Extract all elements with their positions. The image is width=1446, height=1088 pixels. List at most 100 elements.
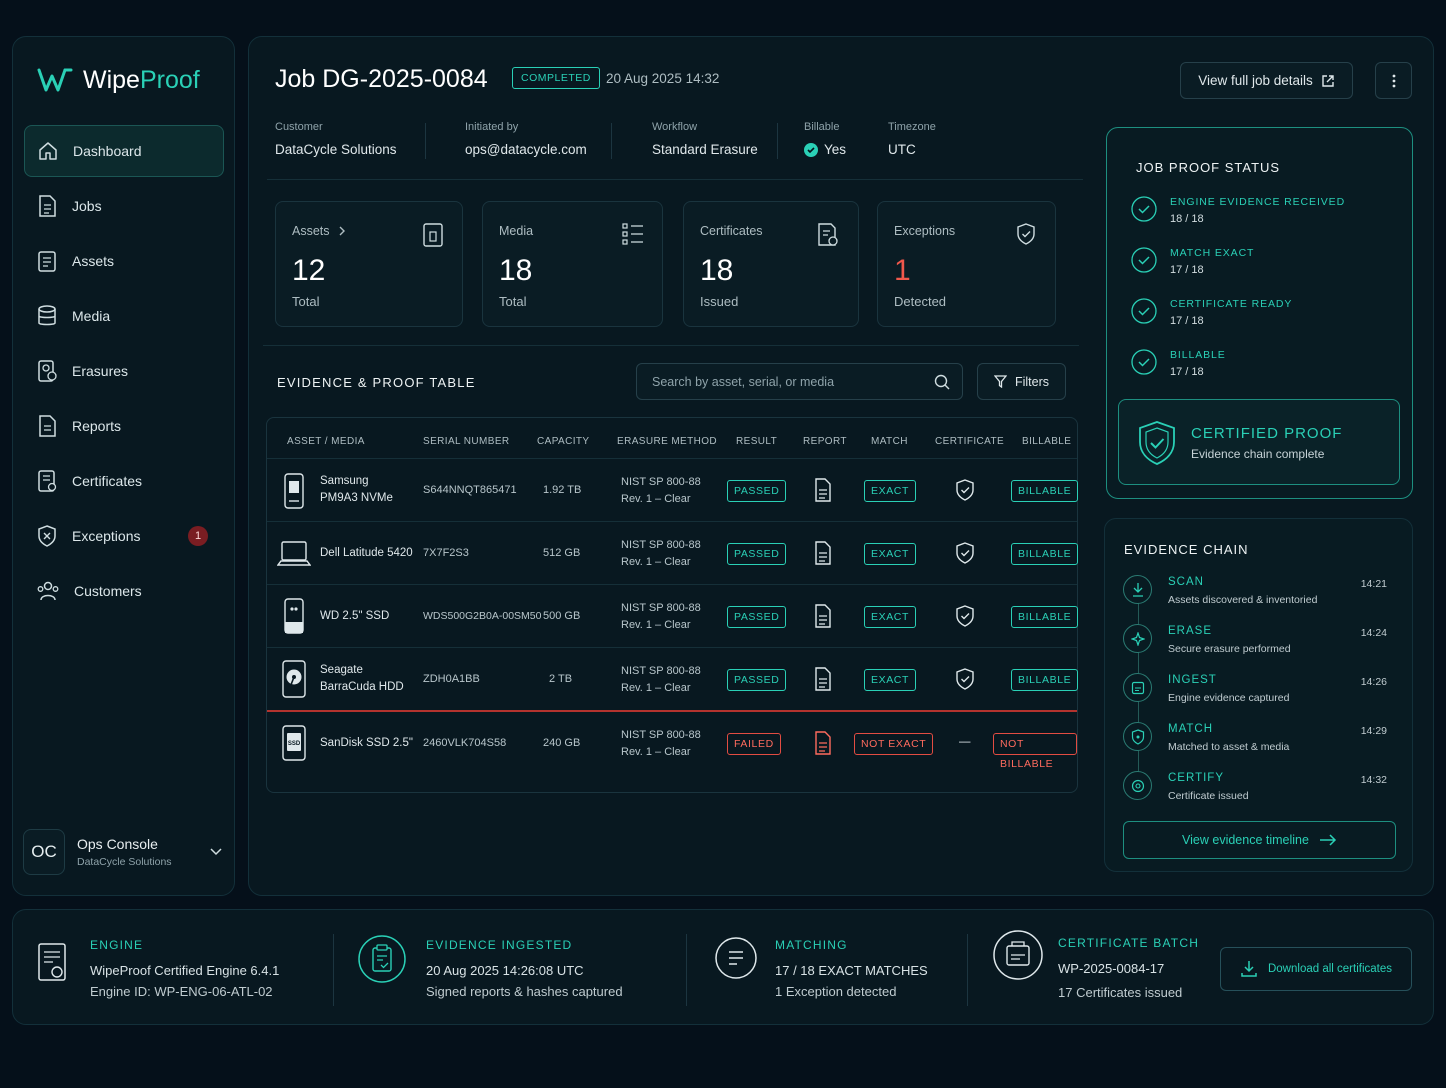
table-row[interactable]: SSD SanDisk SSD 2.5" 2460VLK704S58 240 G… — [267, 710, 1077, 773]
table-row[interactable]: WD 2.5" SSD WDS500G2B0A-00SM50 500 GB NI… — [267, 584, 1079, 647]
user-switcher[interactable]: OC Ops Console DataCycle Solutions — [23, 827, 223, 877]
job-proof-status-panel: JOB PROOF STATUS ENGINE EVIDENCE RECEIVE… — [1106, 127, 1413, 499]
ingested-detail: Signed reports & hashes captured — [426, 984, 623, 999]
column-header[interactable]: CERTIFICATE — [935, 436, 1005, 447]
sidebar-item-label: Erasures — [72, 363, 129, 379]
erasure-method: NIST SP 800-88 Rev. 1 – Clear — [621, 539, 701, 568]
scan-icon — [1123, 575, 1152, 604]
chevron-down-icon[interactable] — [209, 845, 223, 859]
erasure-method: NIST SP 800-88 Rev. 1 – Clear — [621, 602, 701, 631]
exceptions-count-badge: 1 — [188, 526, 208, 546]
kpi-assets[interactable]: Assets 12 Total — [275, 201, 463, 327]
column-header[interactable]: REPORT — [803, 436, 847, 447]
more-menu-button[interactable] — [1375, 62, 1412, 99]
column-header[interactable]: ASSET / MEDIA — [287, 436, 365, 447]
list-icon — [622, 222, 644, 246]
certificate-shield-icon[interactable] — [955, 605, 975, 627]
asset-name: Seagate BarraCuda HDD — [320, 664, 404, 693]
sidebar-item-media[interactable]: Media — [24, 290, 224, 342]
ingest-icon — [1123, 673, 1152, 702]
result-badge: FAILED — [727, 733, 781, 755]
check-circle-icon — [1131, 196, 1157, 225]
column-header[interactable]: RESULT — [736, 436, 778, 447]
serial-number: S644NNQT865471 — [423, 484, 517, 496]
batch-id: WP-2025-0084-17 — [1058, 961, 1165, 976]
meta-customer: Customer DataCycle Solutions — [275, 121, 397, 157]
app-logo[interactable]: WipeProof — [37, 65, 200, 95]
sidebar-item-reports[interactable]: Reports — [24, 400, 224, 452]
arrow-right-icon — [1319, 834, 1337, 846]
report-document-icon[interactable] — [814, 667, 832, 691]
sidebar-item-customers[interactable]: Customers — [24, 565, 224, 617]
kpi-media: Media 18 Total — [482, 201, 663, 327]
download-all-certificates-label: Download all certificates — [1267, 963, 1392, 975]
column-header[interactable]: MATCH — [871, 436, 908, 447]
capacity: 2 TB — [549, 673, 573, 685]
matching-count: 17 / 18 EXACT MATCHES — [775, 963, 928, 978]
column-header[interactable]: CAPACITY — [537, 436, 590, 447]
table-title: EVIDENCE & PROOF TABLE — [277, 375, 476, 390]
capacity: 512 GB — [543, 547, 581, 559]
filters-label: Filters — [1014, 374, 1050, 389]
kpi-title: Certificates — [700, 224, 763, 238]
report-document-icon[interactable] — [814, 604, 832, 628]
match-badge: EXACT — [864, 543, 917, 565]
report-document-icon[interactable] — [814, 478, 832, 502]
batch-count: 17 Certificates issued — [1058, 985, 1183, 1000]
filters-button[interactable]: Filters — [977, 363, 1066, 400]
ingested-timestamp: 20 Aug 2025 14:26:08 UTC — [426, 963, 584, 978]
view-job-details-button[interactable]: View full job details — [1180, 62, 1353, 99]
column-header[interactable]: ERASURE METHOD — [617, 436, 718, 447]
column-header[interactable]: BILLABLE — [1022, 436, 1072, 447]
asset-name: WD 2.5" SSD — [320, 610, 390, 622]
table-row[interactable]: Seagate BarraCuda HDD ZDH0A1BB 2 TB NIST … — [267, 647, 1079, 710]
report-document-icon[interactable] — [814, 541, 832, 565]
status-badge: COMPLETED — [512, 67, 600, 89]
bottom-status-bar: ENGINE WipeProof Certified Engine 6.4.1 … — [12, 909, 1434, 1025]
meta-initiated-by: Initiated by ops@datacycle.com — [465, 121, 587, 157]
sidebar-item-label: Media — [72, 308, 111, 324]
match-badge: EXACT — [864, 669, 917, 691]
kpi-label: Total — [499, 294, 527, 309]
view-evidence-timeline-label: View evidence timeline — [1182, 833, 1309, 847]
sidebar-item-dashboard[interactable]: Dashboard — [24, 125, 224, 177]
column-header[interactable]: SERIAL NUMBER — [423, 436, 510, 447]
logo-icon — [37, 65, 73, 95]
matching-exceptions: 1 Exception detected — [775, 984, 897, 999]
app-name-part1: Wipe — [83, 65, 140, 94]
view-evidence-timeline-button[interactable]: View evidence timeline — [1123, 821, 1396, 859]
sidebar-item-label: Certificates — [72, 473, 143, 489]
table-row[interactable]: Dell Latitude 5420 7X7F2S3 512 GB NIST S… — [267, 521, 1079, 584]
certificate-shield-icon[interactable] — [955, 479, 975, 501]
shield-check-icon — [1015, 222, 1037, 246]
sidebar-item-assets[interactable]: Assets — [24, 235, 224, 287]
certificate-shield-icon[interactable] — [955, 542, 975, 564]
engine-certificate-icon — [37, 942, 67, 984]
report-document-icon[interactable] — [814, 731, 832, 755]
check-circle-icon — [1131, 349, 1157, 378]
external-link-icon — [1321, 74, 1335, 88]
app-name-part2: Proof — [139, 65, 200, 94]
download-icon — [1240, 960, 1258, 978]
evidence-table: ASSET / MEDIA SERIAL NUMBER CAPACITY ERA… — [266, 417, 1079, 793]
certified-proof-title: CERTIFIED PROOF — [1191, 425, 1343, 442]
exception-shield-icon — [36, 524, 58, 548]
main-panel: Job DG-2025-0084 COMPLETED 20 Aug 2025 1… — [248, 36, 1434, 896]
sidebar-item-erasures[interactable]: Erasures — [24, 345, 224, 397]
match-badge: EXACT — [864, 606, 917, 628]
kpi-label: Detected — [894, 294, 947, 309]
sidebar-item-jobs[interactable]: Jobs — [24, 180, 224, 232]
download-all-certificates-button[interactable]: Download all certificates — [1220, 947, 1412, 991]
asset-name: Samsung PM9A3 NVMe — [320, 475, 393, 504]
sidebar-item-label: Reports — [72, 418, 122, 434]
kpi-title: Assets — [292, 224, 330, 238]
more-vertical-icon — [1392, 74, 1396, 88]
clipboard-icon — [36, 249, 58, 273]
hdd-drive-icon — [281, 660, 307, 698]
sidebar-item-exceptions[interactable]: Exceptions 1 — [24, 510, 224, 562]
table-row[interactable]: Samsung PM9A3 NVMe S644NNQT865471 1.92 TB… — [267, 458, 1079, 521]
result-badge: PASSED — [727, 480, 787, 502]
sidebar-item-certificates[interactable]: Certificates — [24, 455, 224, 507]
search-input[interactable]: Search by asset, serial, or media — [636, 363, 963, 400]
certificate-shield-icon[interactable] — [955, 668, 975, 690]
